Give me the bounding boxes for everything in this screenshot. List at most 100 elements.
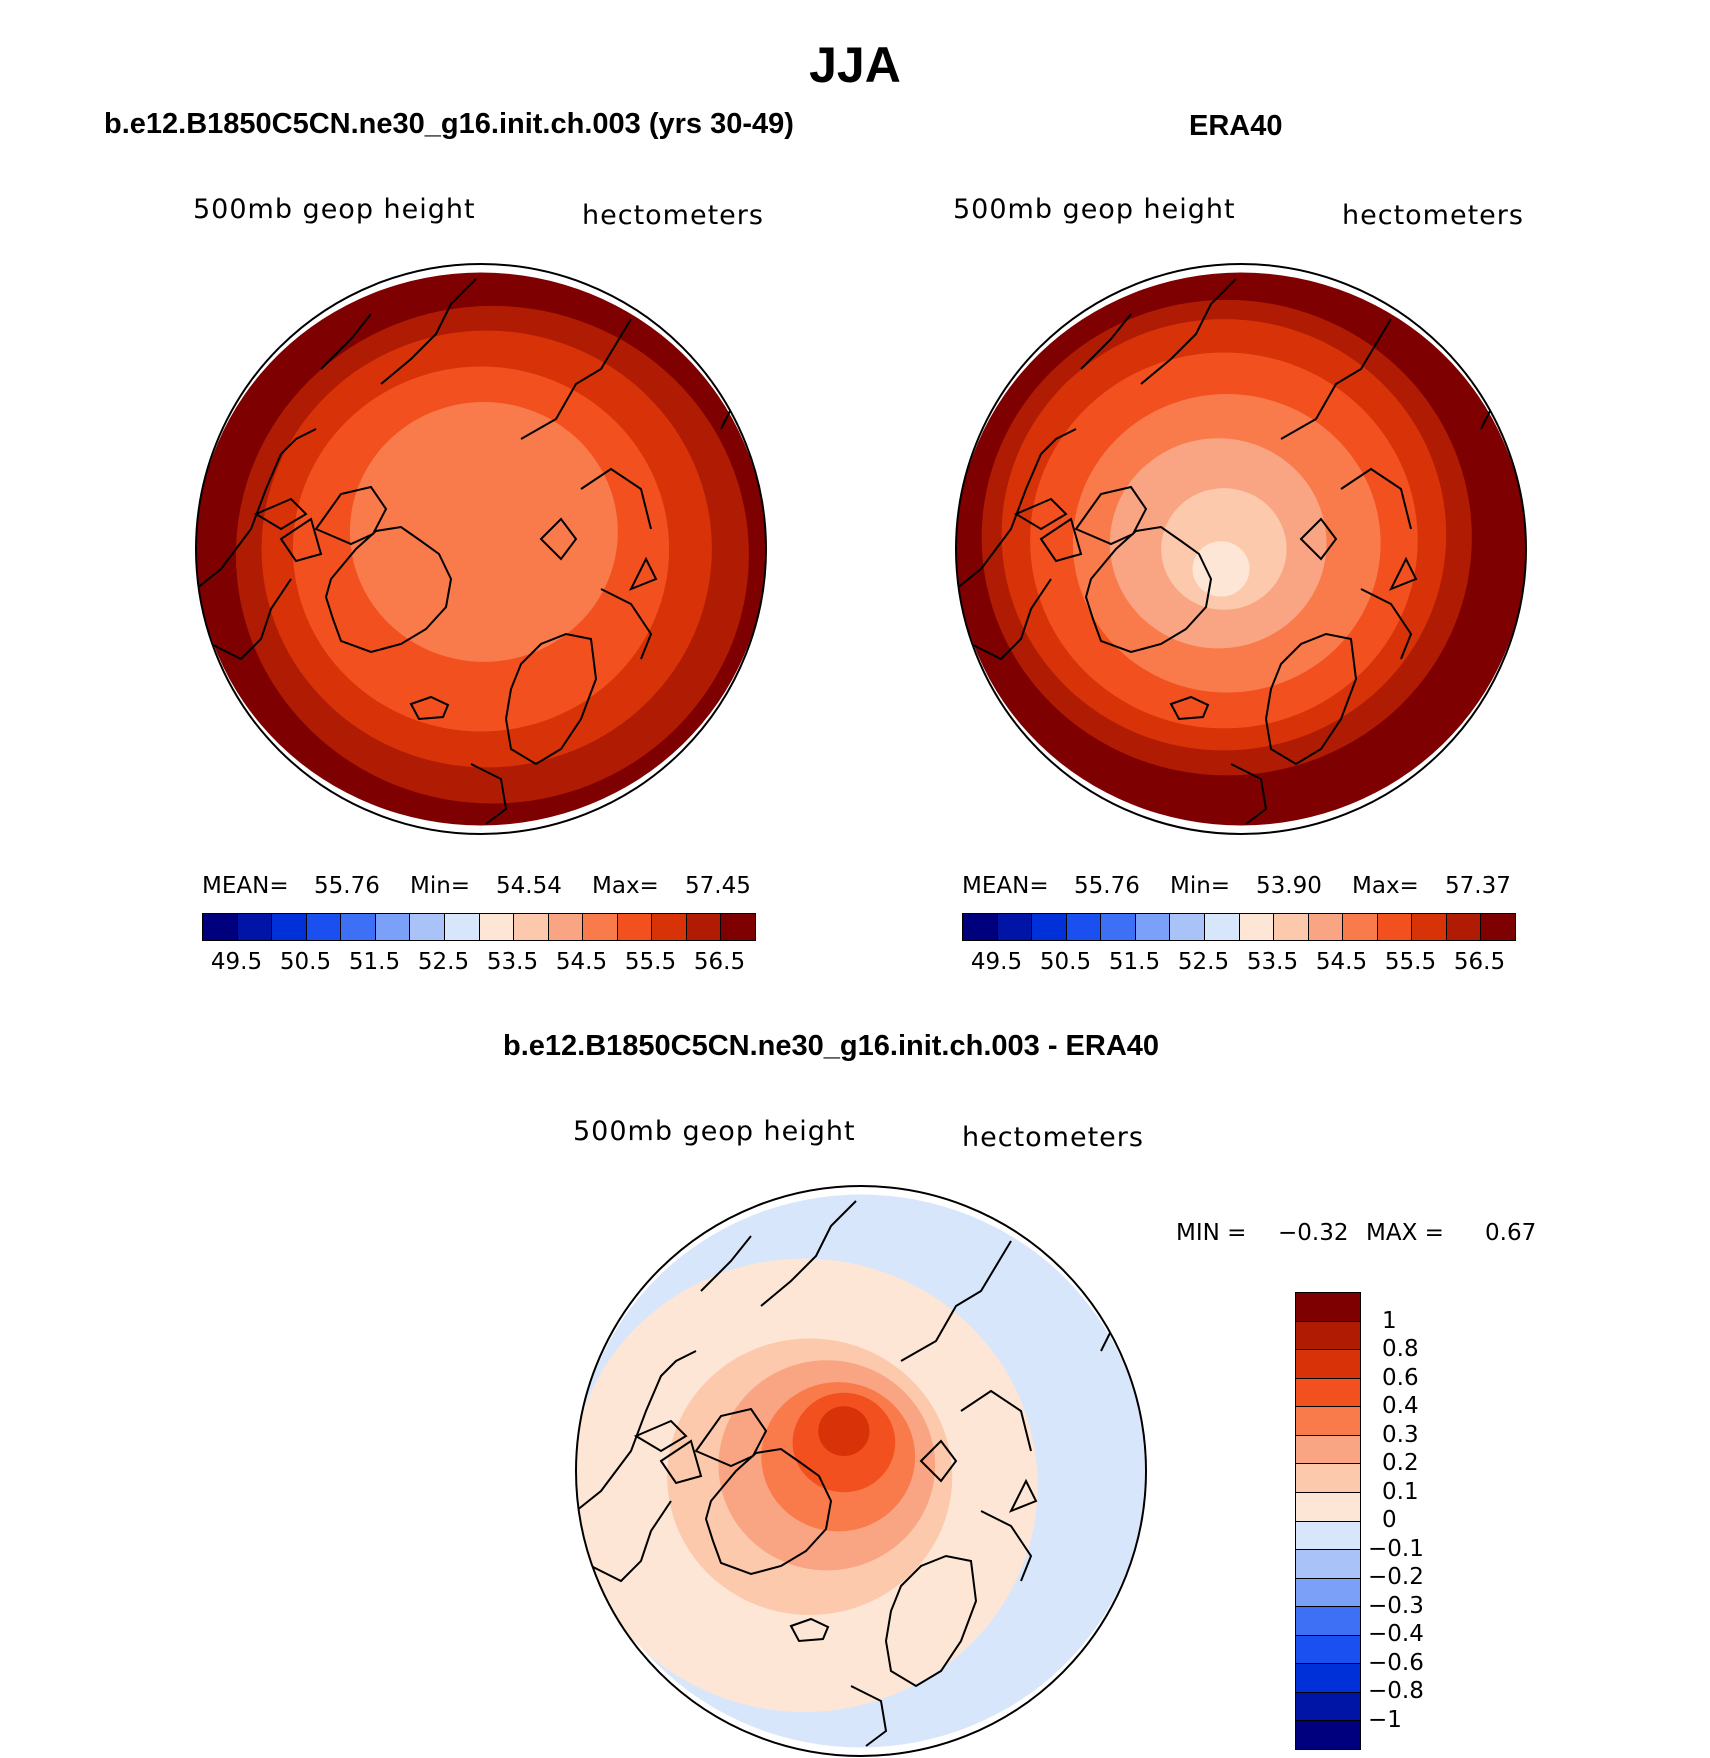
colorbar-box — [721, 914, 755, 940]
colorbar-tick-label: 1 — [1382, 1307, 1397, 1334]
obs-mean-value: 55.76 — [1074, 873, 1140, 899]
colorbar-tick-label: −0.2 — [1368, 1564, 1424, 1590]
colorbar-box — [1296, 1607, 1360, 1636]
coastline — [314, 485, 388, 546]
colorbar-box — [1308, 914, 1344, 940]
coastline — [520, 318, 632, 440]
contour-fill-group — [956, 272, 1526, 826]
colorbar-box — [1032, 914, 1067, 940]
colorbar-box — [686, 914, 722, 940]
coastline — [1169, 695, 1210, 721]
contour-level — [349, 401, 618, 662]
coastline — [600, 588, 653, 660]
contour-level — [818, 1406, 870, 1456]
coastline — [980, 1510, 1033, 1582]
colorbar-box — [1412, 914, 1447, 940]
colorbar-box — [617, 914, 653, 940]
coastline — [504, 632, 598, 766]
contour-level — [1192, 541, 1250, 597]
colorbar-box — [1296, 1492, 1360, 1522]
coastline — [580, 467, 652, 530]
colorbar-box — [1135, 914, 1171, 940]
coastline — [1140, 278, 1237, 385]
colorbar-tick-label: −0.8 — [1368, 1678, 1424, 1704]
coastline — [1388, 556, 1418, 591]
coastline — [324, 525, 453, 654]
obs-variable-label: 500mb geop height — [953, 194, 1236, 225]
colorbar-box — [203, 914, 238, 940]
colorbar-box — [341, 914, 376, 940]
coastline — [320, 313, 372, 370]
model-mean-value: 55.76 — [314, 873, 380, 899]
obs-polar-map — [955, 263, 1527, 835]
colorbar-box — [963, 914, 998, 940]
coastline — [956, 428, 1077, 590]
colorbar-box — [1296, 1378, 1360, 1408]
colorbar-box — [514, 914, 549, 940]
coastline — [1299, 517, 1338, 561]
colorbar-tick-label: 53.5 — [1246, 949, 1299, 975]
model-units-label: hectometers — [582, 200, 764, 231]
colorbar-tick-label: −0.1 — [1368, 1535, 1424, 1562]
coastline — [900, 1240, 1012, 1362]
contour-fill-group — [196, 272, 766, 826]
diff-max-value: 0.67 — [1485, 1220, 1537, 1246]
obs-max-label: Max= — [1352, 873, 1419, 899]
obs-colorbar — [962, 913, 1516, 941]
coastline — [760, 1200, 857, 1307]
coastline — [970, 578, 1052, 661]
colorbar-box — [1296, 1721, 1360, 1749]
colorbar-tick-label: 52.5 — [417, 949, 470, 975]
colorbar-box — [1239, 914, 1275, 940]
diff-variable-label: 500mb geop height — [573, 1116, 856, 1147]
model-min-label: Min= — [410, 873, 471, 899]
coastline — [1280, 318, 1392, 440]
coastline — [1360, 588, 1413, 660]
colorbar-box — [1296, 1664, 1360, 1693]
model-max-label: Max= — [592, 873, 659, 899]
obs-min-value: 53.90 — [1256, 873, 1322, 899]
colorbar-tick-label: 56.5 — [693, 949, 746, 975]
colorbar-box — [1296, 1350, 1360, 1379]
colorbar-box — [1377, 914, 1413, 940]
diff-units-label: hectometers — [962, 1122, 1144, 1153]
colorbar-box — [306, 914, 342, 940]
coastline — [694, 1407, 768, 1468]
colorbar-box — [548, 914, 584, 940]
colorbar-tick-label: 0.1 — [1382, 1478, 1419, 1505]
colorbar-box — [583, 914, 618, 940]
colorbar-tick-label: 54.5 — [1315, 949, 1368, 975]
model-colorbar — [202, 913, 756, 941]
colorbar-tick-label: −0.6 — [1368, 1649, 1424, 1676]
colorbar-tick-label: 55.5 — [1384, 949, 1437, 975]
colorbar-box — [1296, 1293, 1360, 1322]
colorbar-box — [1296, 1550, 1360, 1579]
coastline — [884, 1554, 978, 1688]
coastline — [1264, 632, 1358, 766]
diff-max-label: MAX = — [1366, 1220, 1444, 1246]
coastline — [1080, 313, 1132, 370]
main-title: JJA — [809, 37, 901, 93]
colorbar-box — [1296, 1578, 1360, 1608]
coastline — [1008, 1478, 1038, 1513]
colorbar-box — [1274, 914, 1309, 940]
colorbar-box — [410, 914, 445, 940]
colorbar-tick-label: −1 — [1368, 1706, 1402, 1733]
coastline — [1013, 497, 1068, 531]
coastline — [1230, 763, 1268, 825]
colorbar-tick-label: −0.4 — [1368, 1621, 1424, 1647]
colorbar-tick-label: 53.5 — [486, 949, 539, 975]
map-border — [955, 263, 1527, 835]
colorbar-box — [237, 914, 273, 940]
colorbar-box — [1296, 1464, 1360, 1493]
colorbar-box — [375, 914, 411, 940]
model-panel-title: b.e12.B1850C5CN.ne30_g16.init.ch.003 (yr… — [104, 108, 794, 140]
colorbar-box — [1343, 914, 1378, 940]
diff-colorbar — [1295, 1292, 1361, 1750]
diff-min-value: −0.32 — [1278, 1220, 1349, 1246]
coastline — [919, 1439, 958, 1483]
colorbar-box — [1296, 1321, 1360, 1351]
colorbar-tick-label: 56.5 — [1453, 949, 1506, 975]
obs-mean-label: MEAN= — [962, 873, 1049, 899]
coastline — [700, 1235, 752, 1292]
